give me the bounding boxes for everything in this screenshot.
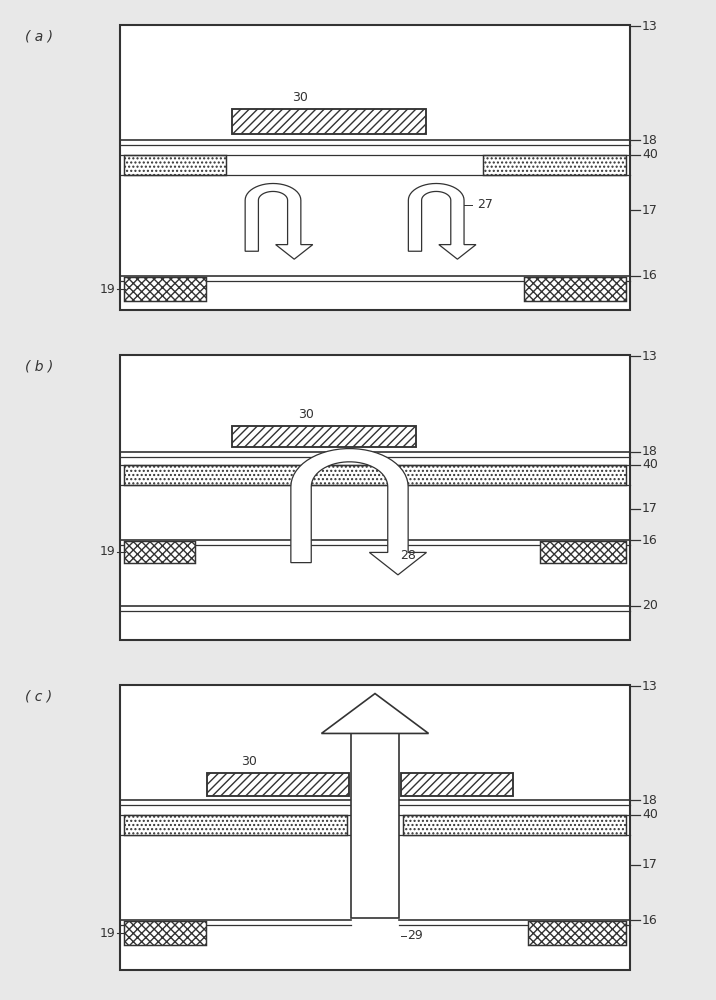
Bar [120,685,630,970]
Polygon shape [321,694,429,733]
Text: 13: 13 [642,680,658,692]
Text: 40: 40 [642,808,658,821]
Bar [124,277,205,301]
Text: 17: 17 [642,858,658,871]
Text: 18: 18 [642,794,658,807]
Bar [124,155,226,175]
Polygon shape [245,183,313,259]
Text: 40: 40 [642,148,658,161]
Text: 19: 19 [100,927,115,940]
Text: 30: 30 [241,755,257,768]
Text: ( c ): ( c ) [25,690,52,704]
Bar [124,541,195,563]
Text: 18: 18 [642,445,658,458]
Bar [207,773,349,796]
Text: 16: 16 [642,914,658,927]
Bar [124,815,347,835]
Text: 27: 27 [477,198,493,211]
Bar [351,733,400,918]
Bar [403,815,626,835]
Polygon shape [291,449,427,575]
Bar [232,109,426,134]
Text: 17: 17 [642,502,658,515]
Text: 18: 18 [642,134,658,147]
Bar [120,25,630,310]
Text: 20: 20 [642,599,658,612]
Bar [483,155,626,175]
Text: 28: 28 [400,549,417,562]
Text: 29: 29 [407,929,423,942]
Bar [528,921,626,945]
Polygon shape [408,183,476,259]
Text: ( b ): ( b ) [25,360,53,374]
Text: ( a ): ( a ) [25,30,53,44]
Bar [524,277,626,301]
Bar [124,921,205,945]
Text: 13: 13 [642,350,658,362]
Text: 16: 16 [642,269,658,282]
Text: 19: 19 [100,545,115,558]
Text: 16: 16 [642,534,658,547]
Text: 30: 30 [292,91,308,104]
Text: 19: 19 [100,283,115,296]
Bar [232,426,416,447]
Text: 30: 30 [298,408,314,421]
Text: 13: 13 [642,19,658,32]
Bar [541,541,626,563]
Bar [120,355,630,640]
Text: 17: 17 [642,204,658,217]
Bar [124,465,626,485]
Text: 40: 40 [642,458,658,471]
Bar [401,773,513,796]
